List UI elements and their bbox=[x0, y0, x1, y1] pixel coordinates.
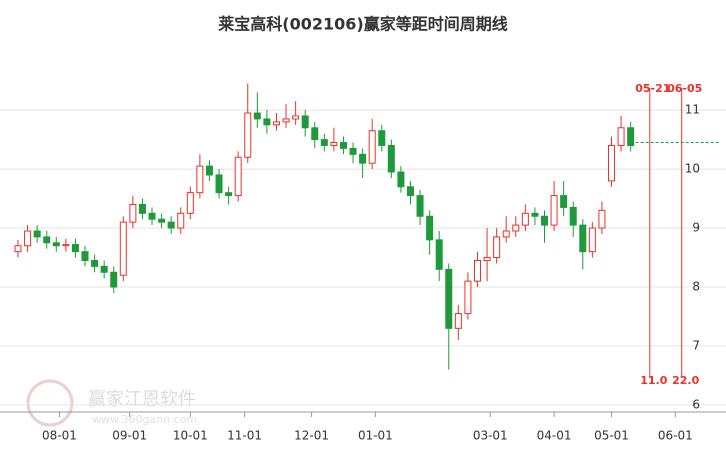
candle-body bbox=[100, 265, 108, 273]
candle-body bbox=[71, 244, 79, 253]
y-tick-label: 8 bbox=[692, 280, 700, 294]
candle-body bbox=[282, 118, 290, 123]
cycle-date-label: 06-05 bbox=[667, 82, 702, 95]
candle-body bbox=[445, 268, 453, 329]
candle-body bbox=[205, 165, 213, 176]
candle-body bbox=[512, 224, 520, 232]
candle-body bbox=[406, 186, 414, 197]
cycle-count-label: 22.0 bbox=[672, 374, 699, 387]
candle-body bbox=[301, 115, 309, 129]
candle-body bbox=[531, 212, 539, 217]
candle-body bbox=[311, 127, 319, 141]
y-tick-label: 10 bbox=[685, 162, 700, 176]
candle-body bbox=[569, 206, 577, 226]
candle-body bbox=[416, 195, 424, 217]
candle-body bbox=[598, 209, 606, 229]
candle-body bbox=[33, 230, 41, 238]
candle-body bbox=[215, 174, 223, 194]
candle-body bbox=[464, 280, 472, 315]
candle-body bbox=[560, 195, 568, 208]
candle-body bbox=[627, 127, 635, 146]
candle-body bbox=[24, 230, 32, 247]
y-tick-label: 11 bbox=[685, 103, 700, 117]
watermark: 赢家江恩软件 www.360gann.com bbox=[26, 379, 197, 427]
candle-body bbox=[339, 142, 347, 149]
candle-body bbox=[110, 271, 118, 288]
x-tick-label: 08-01 bbox=[42, 429, 77, 443]
candle-body bbox=[550, 195, 558, 226]
candle-body bbox=[579, 224, 587, 253]
candle-body bbox=[349, 147, 357, 155]
candle-body bbox=[14, 245, 22, 253]
candle-body bbox=[435, 239, 443, 270]
candle-body bbox=[292, 115, 300, 120]
candle-body bbox=[263, 118, 271, 126]
x-tick-label: 06-01 bbox=[658, 429, 693, 443]
x-tick-label: 10-01 bbox=[173, 429, 208, 443]
candle-body bbox=[608, 144, 616, 182]
watermark-logo bbox=[26, 379, 74, 427]
y-tick-label: 7 bbox=[692, 339, 700, 353]
candle-body bbox=[426, 215, 434, 241]
x-tick-label: 09-01 bbox=[112, 429, 147, 443]
candle-body bbox=[397, 171, 405, 188]
watermark-name: 赢家江恩软件 bbox=[88, 388, 196, 410]
x-tick-label: 12-01 bbox=[294, 429, 329, 443]
candle-body bbox=[119, 221, 127, 276]
candle-body bbox=[177, 212, 185, 229]
candle-body bbox=[454, 313, 462, 329]
candle-body bbox=[234, 156, 242, 197]
candle-body bbox=[186, 192, 194, 214]
candle-body bbox=[225, 192, 233, 197]
cycle-count-label: 11.0 bbox=[640, 374, 667, 387]
cycle-date-label: 05-21 bbox=[635, 82, 670, 95]
chart-title: 莱宝高科(002106)赢家等距时间周期线 bbox=[218, 15, 507, 34]
candle-body bbox=[330, 142, 338, 146]
candle-body bbox=[91, 259, 99, 267]
candle-body bbox=[541, 215, 548, 226]
candle-body bbox=[272, 121, 280, 126]
x-tick-label: 01-01 bbox=[358, 429, 393, 443]
candle-body bbox=[158, 218, 166, 223]
candle-body bbox=[473, 259, 481, 282]
candle-body bbox=[483, 257, 491, 261]
x-tick-label: 11-01 bbox=[227, 429, 262, 443]
candle-body bbox=[244, 112, 252, 158]
candle-body bbox=[52, 242, 60, 247]
watermark-url: www.360gann.com bbox=[92, 413, 197, 426]
candle-body bbox=[129, 203, 137, 223]
candle-body bbox=[359, 153, 367, 164]
candle-body bbox=[320, 139, 328, 146]
y-tick-label: 9 bbox=[692, 221, 700, 235]
candle-body bbox=[138, 203, 146, 214]
candle-body bbox=[43, 236, 51, 244]
candle-body bbox=[502, 230, 510, 238]
candle-body bbox=[521, 212, 529, 226]
candle-body bbox=[493, 236, 501, 259]
y-tick-label: 6 bbox=[692, 398, 700, 412]
candle-body bbox=[81, 251, 89, 261]
x-tick-label: 04-01 bbox=[537, 429, 572, 443]
candle-body bbox=[588, 227, 596, 253]
x-tick-label: 03-01 bbox=[473, 429, 508, 443]
candle-body bbox=[378, 130, 386, 146]
candle-body bbox=[167, 221, 175, 229]
candle-body bbox=[148, 212, 156, 220]
candle-body bbox=[196, 165, 204, 194]
x-tick-label: 05-01 bbox=[594, 429, 629, 443]
candle-body bbox=[617, 127, 625, 146]
candle-body bbox=[62, 244, 70, 247]
candle-body bbox=[387, 144, 395, 173]
candle-body bbox=[368, 130, 376, 164]
candle-body bbox=[253, 112, 261, 120]
